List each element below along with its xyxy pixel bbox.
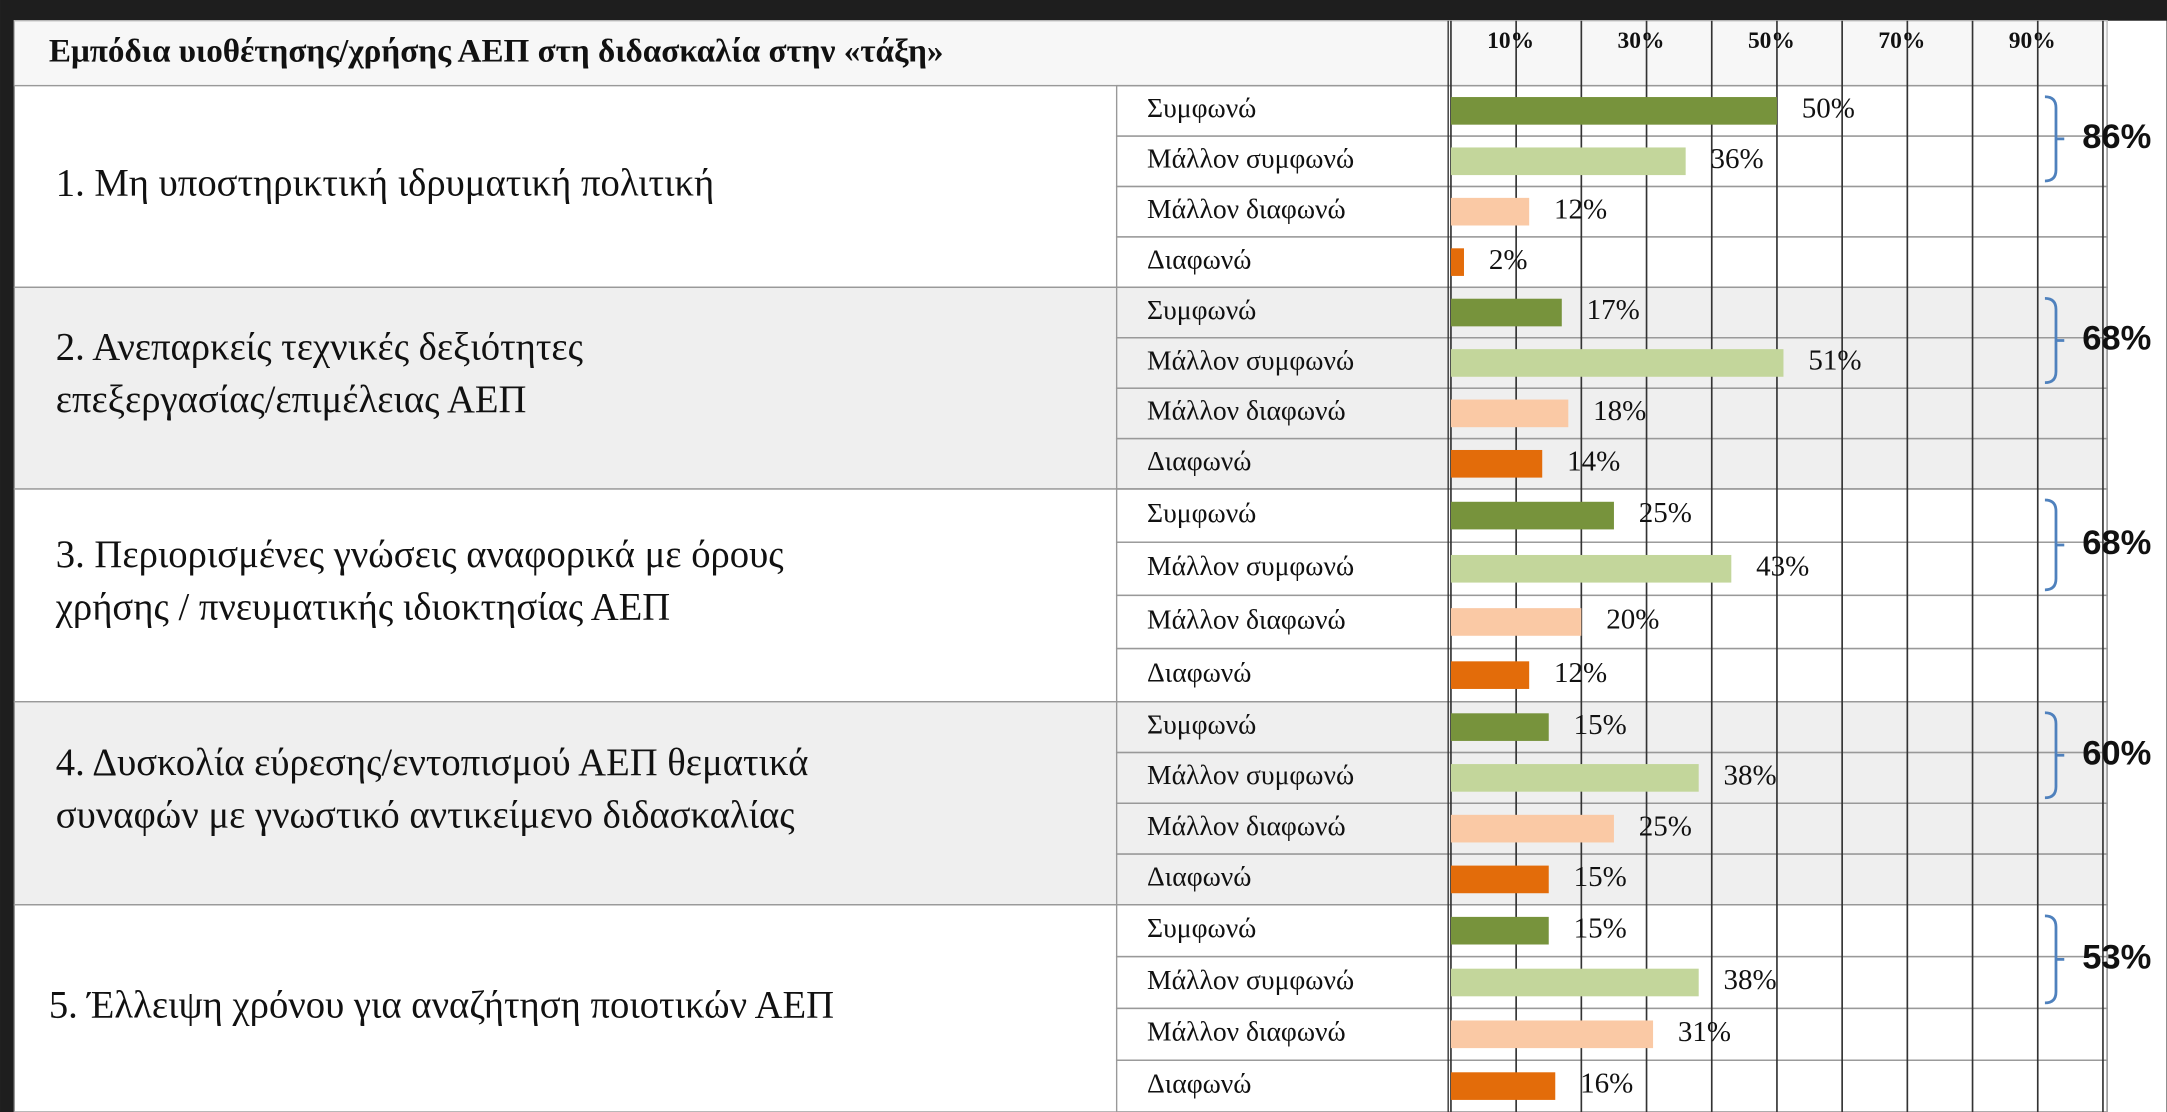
bracket	[2044, 498, 2065, 592]
value-label: 14%	[1567, 445, 1620, 477]
category-label: επεξεργασίας/επιμέλειας ΑΕΠ	[56, 379, 527, 421]
row-label: Μάλλον συμφωνώ	[1147, 550, 1354, 581]
total-label: 68%	[2082, 524, 2151, 562]
bracket	[2044, 711, 2065, 800]
row-cell	[1115, 1059, 2108, 1112]
x-tick-label: 90%	[2009, 28, 2056, 54]
bar	[1450, 713, 1549, 741]
value-label: 12%	[1554, 657, 1607, 689]
row-label: Μάλλον συμφωνώ	[1147, 964, 1354, 995]
bar	[1450, 248, 1464, 276]
bracket	[2044, 296, 2065, 385]
bar	[1450, 1072, 1556, 1100]
row-label: Διαφωνώ	[1147, 243, 1251, 274]
bar	[1450, 298, 1562, 327]
value-label: 17%	[1587, 294, 1640, 326]
value-label: 38%	[1724, 964, 1777, 996]
value-label: 12%	[1554, 193, 1607, 225]
bar	[1450, 661, 1530, 689]
value-label: 31%	[1678, 1016, 1731, 1048]
row-label: Συμφωνώ	[1147, 912, 1256, 943]
value-label: 16%	[1580, 1068, 1633, 1100]
row-label: Μάλλον διαφωνώ	[1147, 603, 1346, 634]
row-label: Συμφωνώ	[1147, 92, 1256, 123]
category-label: χρήσης / πνευματικής ιδιοκτησίας ΑΕΠ	[55, 586, 670, 628]
value-label: 51%	[1808, 345, 1861, 377]
bar	[1450, 449, 1543, 478]
bar	[1450, 814, 1614, 843]
bracket	[2044, 914, 2065, 1005]
value-label: 36%	[1711, 143, 1764, 175]
category-label: συναφών με γνωστικό αντικείμενο διδασκαλ…	[56, 794, 795, 836]
chart-title: Εμπόδια υιοθέτησης/χρήσης ΑΕΠ στη διδασκ…	[49, 32, 944, 69]
bar	[1450, 764, 1699, 792]
row-label: Μάλλον συμφωνώ	[1147, 344, 1354, 375]
value-label: 20%	[1606, 604, 1659, 636]
category-label: 1. Μη υποστηρικτική ιδρυματική πολιτική	[56, 162, 714, 204]
row-label: Διαφωνώ	[1147, 861, 1251, 892]
value-label: 50%	[1802, 93, 1855, 125]
row-label: Διαφωνώ	[1147, 656, 1251, 687]
category-label: 5. Έλλειψη χρόνου για αναζήτηση ποιοτικώ…	[49, 984, 834, 1026]
row-label: Συμφωνώ	[1147, 497, 1256, 528]
bar	[1450, 97, 1777, 125]
bar	[1450, 865, 1549, 894]
value-label: 38%	[1724, 760, 1777, 792]
category-label: 2. Ανεπαρκείς τεχνικές δεξιότητες	[56, 327, 583, 369]
x-tick-label: 10%	[1487, 28, 1534, 54]
total-label: 86%	[2082, 118, 2151, 156]
row-label: Μάλλον διαφωνώ	[1147, 810, 1346, 841]
category-label: 3. Περιορισμένες γνώσεις αναφορικά με όρ…	[56, 534, 784, 576]
bar	[1450, 916, 1549, 945]
bar	[1450, 399, 1569, 428]
row-label: Μάλλον διαφωνώ	[1147, 193, 1346, 224]
bar	[1450, 554, 1732, 583]
value-label: 25%	[1639, 497, 1692, 529]
value-label: 2%	[1489, 244, 1528, 276]
bar	[1450, 349, 1784, 377]
x-tick-label: 70%	[1878, 28, 1925, 54]
bar	[1450, 147, 1686, 176]
row-label: Μάλλον συμφωνώ	[1147, 759, 1354, 790]
bracket	[2044, 95, 2065, 183]
value-label: 18%	[1593, 395, 1646, 427]
x-tick-label: 30%	[1618, 28, 1665, 54]
value-label: 43%	[1756, 550, 1809, 582]
row-label: Μάλλον διαφωνώ	[1147, 395, 1346, 426]
total-label: 60%	[2082, 734, 2151, 772]
bar	[1450, 968, 1699, 997]
bar	[1450, 608, 1582, 636]
value-label: 15%	[1574, 861, 1627, 893]
row-label: Διαφωνώ	[1147, 445, 1251, 476]
total-label: 68%	[2082, 320, 2151, 358]
category-label: 4. Δυσκολία εύρεσης/εντοπισμού ΑΕΠ θεματ…	[56, 742, 809, 784]
row-label: Συμφωνώ	[1147, 708, 1256, 739]
value-label: 15%	[1574, 709, 1627, 741]
value-label: 15%	[1574, 912, 1627, 944]
row-label: Διαφωνώ	[1147, 1067, 1251, 1098]
x-tick-label: 50%	[1748, 28, 1795, 54]
row-label: Μάλλον διαφωνώ	[1147, 1016, 1346, 1047]
row-label: Συμφωνώ	[1147, 294, 1256, 325]
bar	[1450, 197, 1530, 226]
bar	[1450, 501, 1614, 530]
value-label: 25%	[1639, 810, 1692, 842]
bar	[1450, 1020, 1654, 1049]
row-label: Μάλλον συμφωνώ	[1147, 143, 1354, 174]
total-label: 53%	[2082, 938, 2151, 976]
